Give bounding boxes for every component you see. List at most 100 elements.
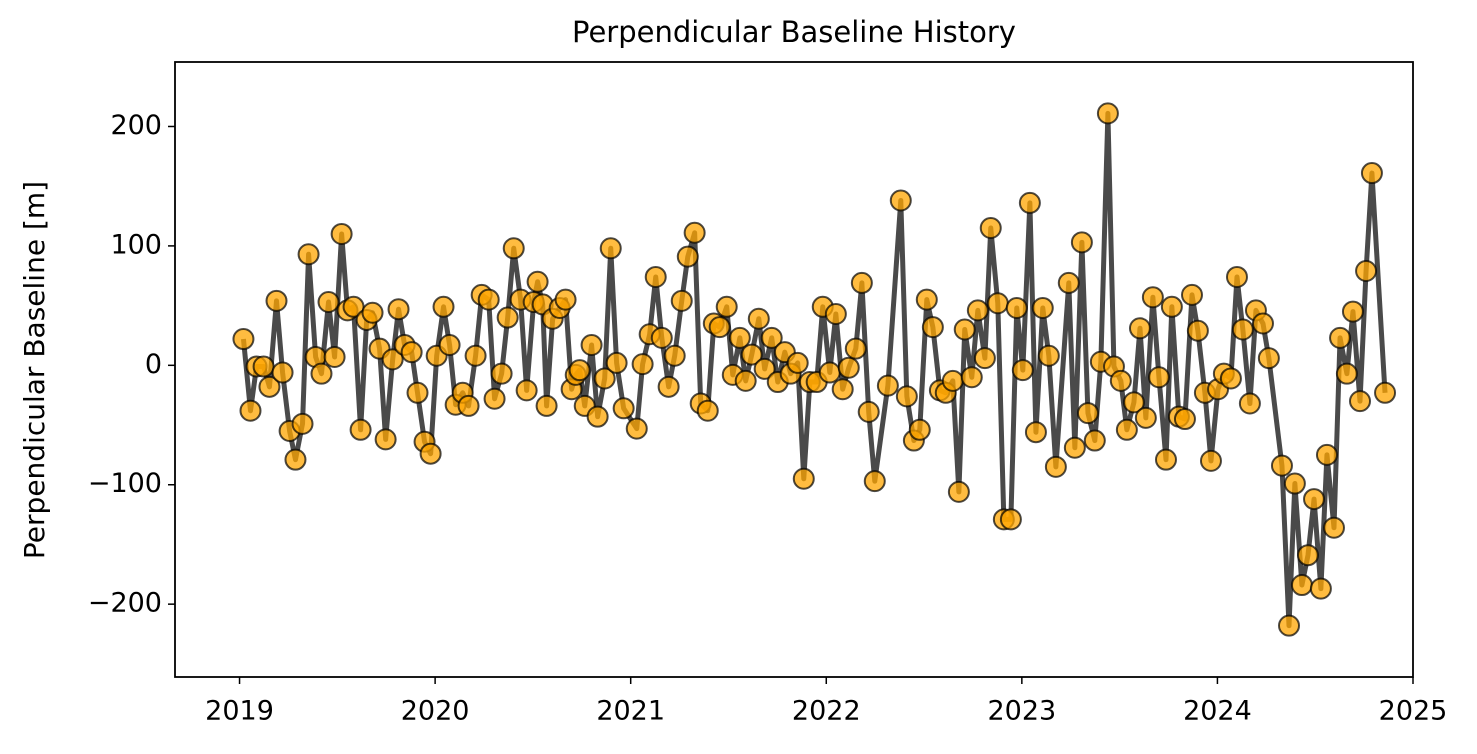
data-point — [966, 299, 989, 322]
data-point — [1355, 259, 1378, 282]
data-point — [734, 369, 757, 392]
data-point — [1186, 319, 1209, 342]
y-tick-label: −200 — [88, 588, 162, 619]
x-tick-label: 2025 — [1379, 696, 1448, 727]
data-point — [973, 347, 996, 370]
data-point — [753, 357, 776, 380]
data-point — [284, 448, 307, 471]
data-point — [631, 353, 654, 376]
y-tick-label: 200 — [110, 110, 162, 141]
data-point — [831, 378, 854, 401]
data-point — [271, 361, 294, 384]
data-point — [650, 326, 673, 349]
data-point — [1173, 408, 1196, 431]
x-tick-label: 2021 — [596, 696, 665, 727]
data-point — [586, 405, 609, 428]
data-point — [1251, 312, 1274, 335]
data-point — [502, 237, 525, 260]
data-point — [432, 295, 455, 318]
data-point — [1044, 455, 1067, 478]
data-point — [1011, 359, 1034, 382]
data-point — [728, 326, 751, 349]
data-point — [438, 334, 461, 357]
data-point — [760, 326, 783, 349]
plot-frame — [174, 61, 1414, 678]
data-point — [708, 316, 731, 339]
x-tick-label: 2020 — [401, 696, 470, 727]
data-point — [1141, 286, 1164, 309]
data-point — [850, 271, 873, 294]
data-point — [857, 400, 880, 423]
data-point — [644, 265, 667, 288]
data-point — [1128, 317, 1151, 340]
data-point — [1083, 429, 1106, 452]
data-point — [947, 480, 970, 503]
data-point — [1096, 102, 1119, 125]
data-point — [844, 337, 867, 360]
data-point — [605, 351, 628, 374]
x-tick-label: 2024 — [1183, 696, 1252, 727]
data-point — [464, 344, 487, 367]
data-point — [1270, 454, 1293, 477]
data-point — [1341, 300, 1364, 323]
data-point — [1348, 390, 1371, 413]
data-point — [1231, 318, 1254, 341]
data-point — [1076, 402, 1099, 425]
data-point — [740, 343, 763, 366]
data-point — [960, 366, 983, 389]
data-point — [1005, 297, 1028, 319]
x-tick-label: 2022 — [792, 696, 861, 727]
data-point — [921, 316, 944, 339]
x-tick-label: 2019 — [205, 696, 274, 727]
data-point — [232, 328, 255, 351]
y-tick-label: 100 — [110, 229, 162, 260]
data-point — [1238, 392, 1261, 415]
data-point — [1283, 472, 1306, 495]
data-point — [953, 318, 976, 341]
data-point — [895, 385, 918, 408]
data-point — [406, 381, 429, 404]
data-point — [986, 292, 1009, 315]
data-point — [580, 334, 603, 357]
y-tick-label: −100 — [88, 468, 162, 499]
data-point — [979, 216, 1002, 239]
data-point — [786, 351, 809, 374]
data-point — [1257, 347, 1280, 370]
x-tick-label: 2023 — [987, 696, 1056, 727]
data-point — [1322, 516, 1345, 539]
data-point — [747, 307, 770, 330]
data-point — [535, 394, 558, 417]
data-point — [1303, 488, 1326, 511]
data-point — [670, 289, 693, 312]
data-point — [330, 222, 353, 245]
data-point — [908, 418, 931, 441]
data-point — [676, 245, 699, 268]
data-point — [457, 394, 480, 417]
data-point — [1296, 544, 1319, 567]
data-point — [400, 341, 423, 364]
data-point — [876, 374, 899, 397]
y-axis-label: Perpendicular Baseline [m] — [18, 181, 51, 559]
chart-title: Perpendicular Baseline History — [572, 15, 1016, 49]
data-point — [1374, 381, 1397, 404]
data-point — [496, 306, 519, 329]
data-point — [1278, 614, 1301, 637]
data-point — [265, 289, 288, 312]
data-point — [657, 375, 680, 398]
data-point — [381, 348, 404, 371]
data-point — [1122, 391, 1145, 414]
data-point — [387, 298, 410, 321]
data-point — [490, 362, 513, 385]
data-point — [297, 243, 320, 266]
data-point — [1219, 367, 1242, 390]
data-point — [941, 369, 964, 392]
data-point — [291, 412, 314, 435]
data-point — [1360, 162, 1383, 185]
data-point — [1037, 344, 1060, 367]
data-point — [1180, 283, 1203, 306]
data-point — [1329, 326, 1352, 349]
data-point — [599, 237, 622, 260]
data-point — [837, 356, 860, 379]
data-point — [715, 295, 738, 318]
